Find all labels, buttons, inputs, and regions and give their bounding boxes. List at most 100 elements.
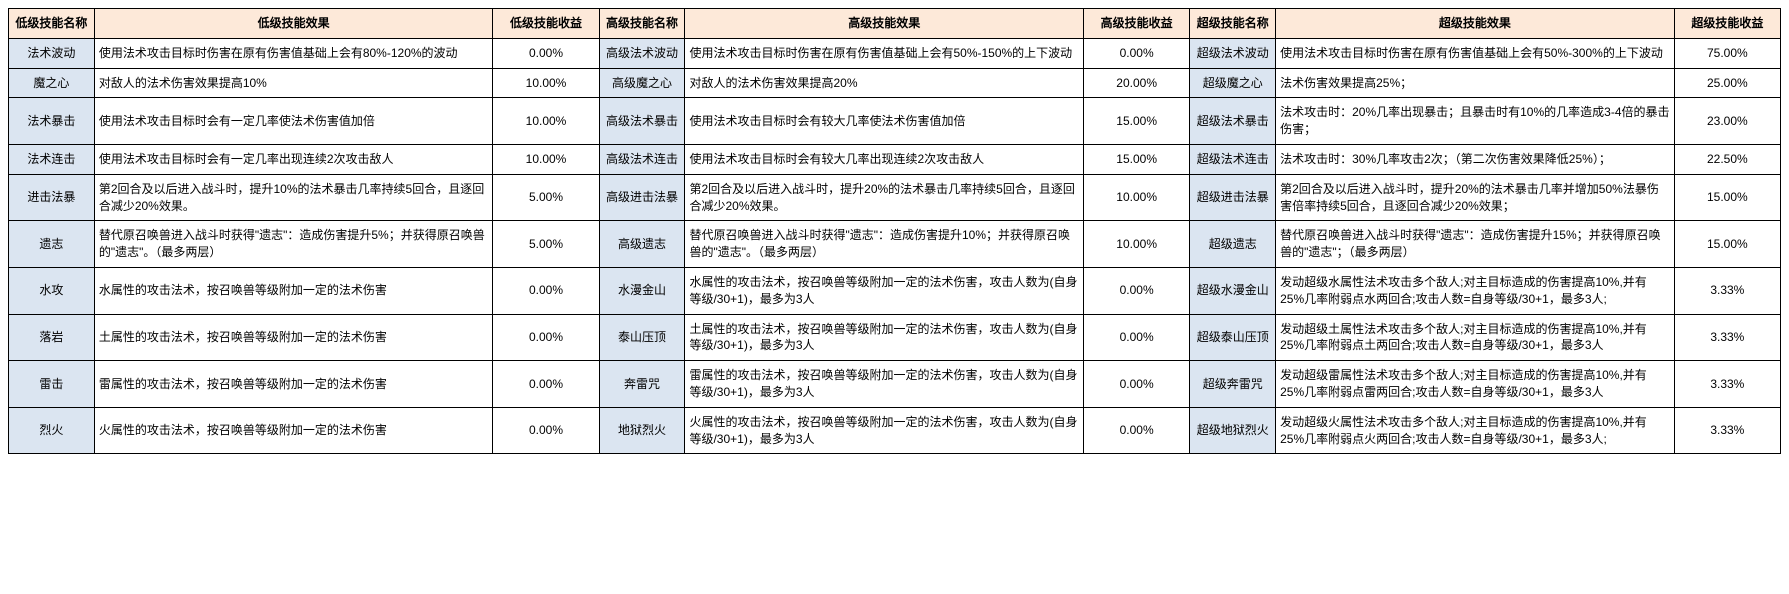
high-skill-name: 高级遗志 <box>599 221 685 268</box>
high-skill-effect: 使用法术攻击目标时伤害在原有伤害值基础上会有50%-150%的上下波动 <box>685 38 1084 68</box>
header-super-name: 超级技能名称 <box>1190 9 1276 39</box>
high-skill-gain: 0.00% <box>1084 38 1190 68</box>
high-skill-name: 高级法术波动 <box>599 38 685 68</box>
high-skill-name: 水漫金山 <box>599 267 685 314</box>
super-skill-name: 超级法术波动 <box>1190 38 1276 68</box>
super-skill-gain: 3.33% <box>1674 361 1780 408</box>
super-skill-gain: 22.50% <box>1674 144 1780 174</box>
high-skill-gain: 0.00% <box>1084 314 1190 361</box>
low-skill-name: 遗志 <box>9 221 95 268</box>
super-skill-effect: 发动超级雷属性法术攻击多个敌人;对主目标造成的伤害提高10%,并有25%几率附弱… <box>1276 361 1675 408</box>
low-skill-effect: 火属性的攻击法术，按召唤兽等级附加一定的法术伤害 <box>94 407 493 454</box>
header-low-effect: 低级技能效果 <box>94 9 493 39</box>
table-row: 遗志替代原召唤兽进入战斗时获得"遗志"：造成伤害提升5%；并获得原召唤兽的"遗志… <box>9 221 1781 268</box>
high-skill-effect: 水属性的攻击法术，按召唤兽等级附加一定的法术伤害，攻击人数为(自身等级/30+1… <box>685 267 1084 314</box>
high-skill-gain: 10.00% <box>1084 174 1190 221</box>
high-skill-effect: 火属性的攻击法术，按召唤兽等级附加一定的法术伤害，攻击人数为(自身等级/30+1… <box>685 407 1084 454</box>
super-skill-gain: 25.00% <box>1674 68 1780 98</box>
super-skill-effect: 发动超级火属性法术攻击多个敌人;对主目标造成的伤害提高10%,并有25%几率附弱… <box>1276 407 1675 454</box>
super-skill-gain: 3.33% <box>1674 267 1780 314</box>
low-skill-name: 魔之心 <box>9 68 95 98</box>
super-skill-gain: 3.33% <box>1674 314 1780 361</box>
high-skill-name: 高级法术连击 <box>599 144 685 174</box>
low-skill-name: 法术波动 <box>9 38 95 68</box>
header-high-name: 高级技能名称 <box>599 9 685 39</box>
low-skill-name: 烈火 <box>9 407 95 454</box>
high-skill-gain: 0.00% <box>1084 267 1190 314</box>
table-body: 法术波动使用法术攻击目标时伤害在原有伤害值基础上会有80%-120%的波动0.0… <box>9 38 1781 454</box>
low-skill-gain: 5.00% <box>493 221 599 268</box>
super-skill-gain: 15.00% <box>1674 221 1780 268</box>
low-skill-effect: 雷属性的攻击法术，按召唤兽等级附加一定的法术伤害 <box>94 361 493 408</box>
low-skill-name: 法术暴击 <box>9 98 95 145</box>
super-skill-name: 超级地狱烈火 <box>1190 407 1276 454</box>
low-skill-gain: 0.00% <box>493 361 599 408</box>
low-skill-effect: 对敌人的法术伤害效果提高10% <box>94 68 493 98</box>
table-row: 水攻水属性的攻击法术，按召唤兽等级附加一定的法术伤害0.00%水漫金山水属性的攻… <box>9 267 1781 314</box>
low-skill-effect: 使用法术攻击目标时会有一定几率出现连续2次攻击敌人 <box>94 144 493 174</box>
low-skill-gain: 0.00% <box>493 267 599 314</box>
table-row: 魔之心对敌人的法术伤害效果提高10%10.00%高级魔之心对敌人的法术伤害效果提… <box>9 68 1781 98</box>
low-skill-effect: 使用法术攻击目标时伤害在原有伤害值基础上会有80%-120%的波动 <box>94 38 493 68</box>
table-row: 烈火火属性的攻击法术，按召唤兽等级附加一定的法术伤害0.00%地狱烈火火属性的攻… <box>9 407 1781 454</box>
header-high-gain: 高级技能收益 <box>1084 9 1190 39</box>
high-skill-effect: 第2回合及以后进入战斗时，提升20%的法术暴击几率持续5回合，且逐回合减少20%… <box>685 174 1084 221</box>
low-skill-gain: 10.00% <box>493 144 599 174</box>
header-high-effect: 高级技能效果 <box>685 9 1084 39</box>
low-skill-gain: 0.00% <box>493 407 599 454</box>
low-skill-gain: 5.00% <box>493 174 599 221</box>
low-skill-gain: 0.00% <box>493 38 599 68</box>
super-skill-name: 超级法术暴击 <box>1190 98 1276 145</box>
super-skill-name: 超级水漫金山 <box>1190 267 1276 314</box>
high-skill-gain: 20.00% <box>1084 68 1190 98</box>
super-skill-name: 超级魔之心 <box>1190 68 1276 98</box>
low-skill-name: 进击法暴 <box>9 174 95 221</box>
skills-table: 低级技能名称 低级技能效果 低级技能收益 高级技能名称 高级技能效果 高级技能收… <box>8 8 1781 454</box>
super-skill-gain: 15.00% <box>1674 174 1780 221</box>
super-skill-effect: 使用法术攻击目标时伤害在原有伤害值基础上会有50%-300%的上下波动 <box>1276 38 1675 68</box>
table-row: 法术暴击使用法术攻击目标时会有一定几率使法术伤害值加倍10.00%高级法术暴击使… <box>9 98 1781 145</box>
table-row: 法术连击使用法术攻击目标时会有一定几率出现连续2次攻击敌人10.00%高级法术连… <box>9 144 1781 174</box>
high-skill-effect: 对敌人的法术伤害效果提高20% <box>685 68 1084 98</box>
low-skill-effect: 使用法术攻击目标时会有一定几率使法术伤害值加倍 <box>94 98 493 145</box>
super-skill-effect: 发动超级水属性法术攻击多个敌人;对主目标造成的伤害提高10%,并有25%几率附弱… <box>1276 267 1675 314</box>
low-skill-name: 落岩 <box>9 314 95 361</box>
super-skill-gain: 75.00% <box>1674 38 1780 68</box>
table-header: 低级技能名称 低级技能效果 低级技能收益 高级技能名称 高级技能效果 高级技能收… <box>9 9 1781 39</box>
high-skill-effect: 使用法术攻击目标时会有较大几率出现连续2次攻击敌人 <box>685 144 1084 174</box>
high-skill-gain: 10.00% <box>1084 221 1190 268</box>
super-skill-effect: 发动超级土属性法术攻击多个敌人;对主目标造成的伤害提高10%,并有25%几率附弱… <box>1276 314 1675 361</box>
header-low-name: 低级技能名称 <box>9 9 95 39</box>
super-skill-gain: 3.33% <box>1674 407 1780 454</box>
high-skill-effect: 替代原召唤兽进入战斗时获得"遗志"：造成伤害提升10%；并获得原召唤兽的"遗志"… <box>685 221 1084 268</box>
super-skill-name: 超级奔雷咒 <box>1190 361 1276 408</box>
super-skill-effect: 法术攻击时：20%几率出现暴击；且暴击时有10%的几率造成3-4倍的暴击伤害； <box>1276 98 1675 145</box>
high-skill-name: 泰山压顶 <box>599 314 685 361</box>
high-skill-gain: 0.00% <box>1084 361 1190 408</box>
low-skill-effect: 第2回合及以后进入战斗时，提升10%的法术暴击几率持续5回合，且逐回合减少20%… <box>94 174 493 221</box>
header-super-gain: 超级技能收益 <box>1674 9 1780 39</box>
super-skill-name: 超级泰山压顶 <box>1190 314 1276 361</box>
high-skill-name: 地狱烈火 <box>599 407 685 454</box>
low-skill-effect: 水属性的攻击法术，按召唤兽等级附加一定的法术伤害 <box>94 267 493 314</box>
high-skill-gain: 0.00% <box>1084 407 1190 454</box>
high-skill-effect: 使用法术攻击目标时会有较大几率使法术伤害值加倍 <box>685 98 1084 145</box>
low-skill-name: 水攻 <box>9 267 95 314</box>
super-skill-name: 超级进击法暴 <box>1190 174 1276 221</box>
super-skill-name: 超级法术连击 <box>1190 144 1276 174</box>
table-row: 雷击雷属性的攻击法术，按召唤兽等级附加一定的法术伤害0.00%奔雷咒雷属性的攻击… <box>9 361 1781 408</box>
low-skill-name: 法术连击 <box>9 144 95 174</box>
low-skill-gain: 10.00% <box>493 98 599 145</box>
high-skill-name: 奔雷咒 <box>599 361 685 408</box>
super-skill-effect: 法术攻击时：30%几率攻击2次；（第二次伤害效果降低25%）； <box>1276 144 1675 174</box>
high-skill-gain: 15.00% <box>1084 98 1190 145</box>
low-skill-effect: 土属性的攻击法术，按召唤兽等级附加一定的法术伤害 <box>94 314 493 361</box>
table-row: 法术波动使用法术攻击目标时伤害在原有伤害值基础上会有80%-120%的波动0.0… <box>9 38 1781 68</box>
super-skill-name: 超级遗志 <box>1190 221 1276 268</box>
table-row: 落岩土属性的攻击法术，按召唤兽等级附加一定的法术伤害0.00%泰山压顶土属性的攻… <box>9 314 1781 361</box>
low-skill-effect: 替代原召唤兽进入战斗时获得"遗志"：造成伤害提升5%；并获得原召唤兽的"遗志"。… <box>94 221 493 268</box>
table-row: 进击法暴第2回合及以后进入战斗时，提升10%的法术暴击几率持续5回合，且逐回合减… <box>9 174 1781 221</box>
high-skill-gain: 15.00% <box>1084 144 1190 174</box>
low-skill-gain: 0.00% <box>493 314 599 361</box>
high-skill-name: 高级魔之心 <box>599 68 685 98</box>
